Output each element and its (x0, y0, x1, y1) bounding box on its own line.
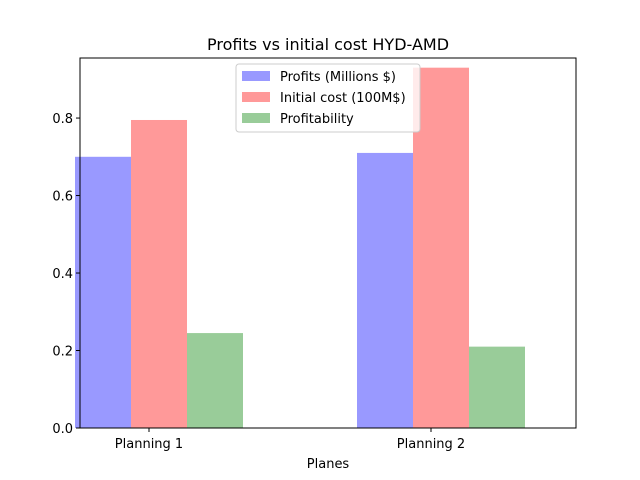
chart-title: Profits vs initial cost HYD-AMD (207, 35, 449, 54)
y-axis: 0.0 0.2 0.4 0.6 0.8 (52, 112, 80, 437)
legend-label: Profitability (280, 112, 354, 127)
x-axis: Planning 1 Planning 2 (115, 428, 465, 452)
bar (75, 156, 131, 428)
y-tick-label: 0.4 (52, 267, 73, 282)
x-tick-label: Planning 2 (397, 437, 465, 452)
y-tick-label: 0.8 (52, 112, 73, 127)
legend-swatch (242, 92, 270, 102)
bar (469, 346, 525, 428)
bar (357, 152, 413, 429)
y-tick-label: 0.6 (52, 190, 73, 205)
legend-swatch (242, 113, 270, 123)
legend: Profits (Millions $) Initial cost (100M$)… (235, 63, 421, 133)
legend-swatch (242, 71, 270, 81)
legend-label: Profits (Millions $) (280, 70, 396, 85)
x-axis-label: Planes (307, 457, 350, 472)
bars-group (75, 67, 525, 429)
plot-frame (79, 57, 577, 429)
y-tick-label: 0.2 (52, 345, 73, 360)
bar (187, 333, 243, 428)
legend-label: Initial cost (100M$) (280, 91, 406, 106)
y-tick-label: 0.0 (52, 422, 73, 437)
x-tick-label: Planning 1 (115, 437, 183, 452)
legend-box (235, 63, 421, 133)
bar (413, 67, 469, 429)
bar (131, 119, 187, 428)
